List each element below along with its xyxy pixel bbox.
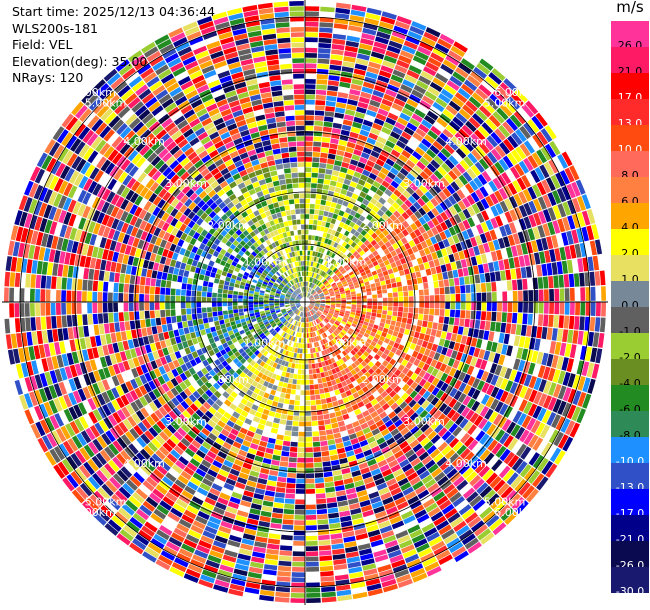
range-label: 4.00km <box>445 135 487 148</box>
range-label: 1.00km <box>325 255 367 268</box>
range-label: 6.00km <box>494 506 536 519</box>
range-label: 4.00km <box>123 135 165 148</box>
station-text: WLS200s-181 <box>12 21 215 38</box>
field-text: Field: VEL <box>12 37 215 54</box>
range-label: 2.00km <box>207 219 249 232</box>
colorbar-tick-label: -30.0 <box>611 586 649 598</box>
range-label: 1.00km <box>244 337 286 350</box>
range-label: 2.00km <box>207 373 249 386</box>
scan-info: Start time: 2025/12/13 04:36:44 WLS200s-… <box>12 4 215 87</box>
range-label: 4.00km <box>445 457 487 470</box>
range-label: 3.00km <box>403 415 445 428</box>
start-time-text: Start time: 2025/12/13 04:36:44 <box>12 4 215 21</box>
range-label: 4.00km <box>123 457 165 470</box>
elevation-text: Elevation(deg): 35.00 <box>12 54 215 71</box>
range-label: 6.00km <box>74 86 116 99</box>
range-label: 6.00km <box>74 506 116 519</box>
range-label: 3.00km <box>165 415 207 428</box>
range-label: 1.00km <box>325 337 367 350</box>
range-label: 2.00km <box>361 373 403 386</box>
range-label: 2.00km <box>361 219 403 232</box>
range-label: 6.00km <box>494 86 536 99</box>
range-label: 3.00km <box>403 177 445 190</box>
nrays-text: NRays: 120 <box>12 70 215 87</box>
range-label: 3.00km <box>165 177 207 190</box>
range-label: 1.00km <box>244 255 286 268</box>
colorbar-unit: m/s <box>612 0 648 16</box>
